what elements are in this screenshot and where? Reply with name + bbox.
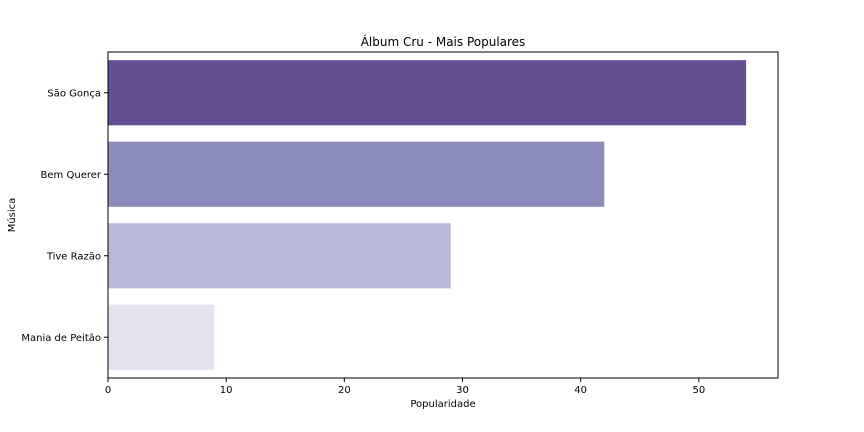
bar-1 (108, 141, 605, 207)
chart-title: Álbum Cru - Mais Populares (361, 34, 526, 49)
x-tick-label: 0 (105, 385, 111, 396)
x-tick-label: 40 (574, 385, 587, 396)
y-tick-label: Tive Razão (46, 251, 101, 262)
x-axis-label: Popularidade (410, 399, 475, 410)
y-tick-label: Bem Querer (41, 170, 102, 181)
bar-3 (108, 304, 215, 370)
y-tick-label: São Gonça (47, 88, 101, 99)
bar-2 (108, 223, 451, 289)
x-axis: 0 10 20 30 40 50 (105, 378, 705, 396)
plot-frame (107, 51, 779, 379)
y-axis: São Gonça Bem Querer Tive Razão Mania de Pe… (21, 88, 108, 344)
x-tick-label: 50 (692, 385, 705, 396)
y-axis-label: Música (6, 198, 18, 233)
bars-group (108, 60, 747, 370)
bar-0 (108, 60, 747, 126)
x-tick-label: 20 (338, 385, 351, 396)
y-tick-label: Mania de Peitão (21, 333, 101, 344)
x-tick-label: 30 (456, 385, 469, 396)
x-tick-label: 10 (220, 385, 233, 396)
